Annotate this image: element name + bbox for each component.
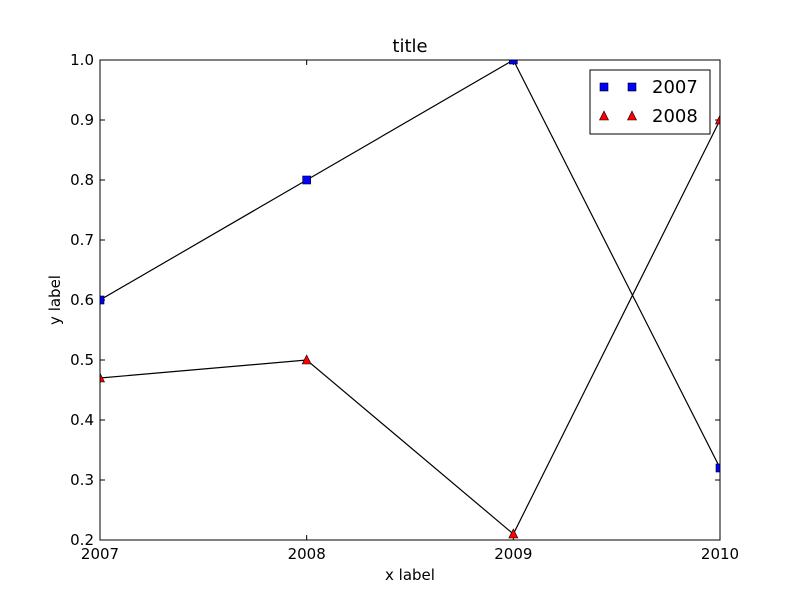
- plot-area: [100, 60, 720, 539]
- legend-marker-2008: [599, 110, 609, 121]
- series-2008-point: [301, 354, 312, 365]
- series-2007-point: [509, 60, 518, 65]
- x-tick-label: 2009: [494, 545, 532, 563]
- y-tick-label: 0.5: [70, 351, 94, 369]
- series-2008-point: [508, 528, 519, 539]
- legend-label-2007: 2007: [652, 77, 698, 98]
- legend-label-2008: 2008: [652, 106, 698, 127]
- series-2007-point: [302, 175, 311, 185]
- y-tick-label: 0.4: [70, 411, 94, 429]
- plot-frame: [99, 59, 721, 541]
- legend-box: [589, 69, 711, 135]
- y-axis-ticks: 0.2 0.3 0.4 0.5 0.6 0.7 0.8 0.9 1.0: [70, 51, 720, 549]
- y-tick-label: 0.2: [70, 531, 94, 549]
- series-2008-point: [715, 114, 720, 125]
- series-2007-point: [715, 463, 720, 473]
- legend-marker-2007: [627, 82, 637, 92]
- series-2008-point: [100, 372, 105, 383]
- x-tick-label: 2008: [288, 545, 326, 563]
- y-tick-label: 0.3: [70, 471, 94, 489]
- legend-marker-2008: [627, 110, 637, 121]
- x-tick-label: 2010: [701, 545, 739, 563]
- series-2007-line: [100, 60, 720, 469]
- series-2008-line: [100, 119, 720, 535]
- y-tick-label: 0.9: [70, 111, 94, 129]
- y-tick-label: 1.0: [70, 51, 94, 69]
- x-axis-label: x label: [385, 566, 435, 584]
- legend-marker-2007: [599, 82, 609, 92]
- legend: 2007 2008: [589, 69, 711, 135]
- x-tick-label: 2007: [81, 545, 119, 563]
- series-2007-point: [100, 295, 105, 305]
- y-axis-label: y label: [46, 275, 64, 325]
- y-tick-label: 0.7: [70, 231, 94, 249]
- y-tick-label: 0.8: [70, 171, 94, 189]
- chart-title: title: [392, 36, 427, 57]
- y-tick-label: 0.6: [70, 291, 94, 309]
